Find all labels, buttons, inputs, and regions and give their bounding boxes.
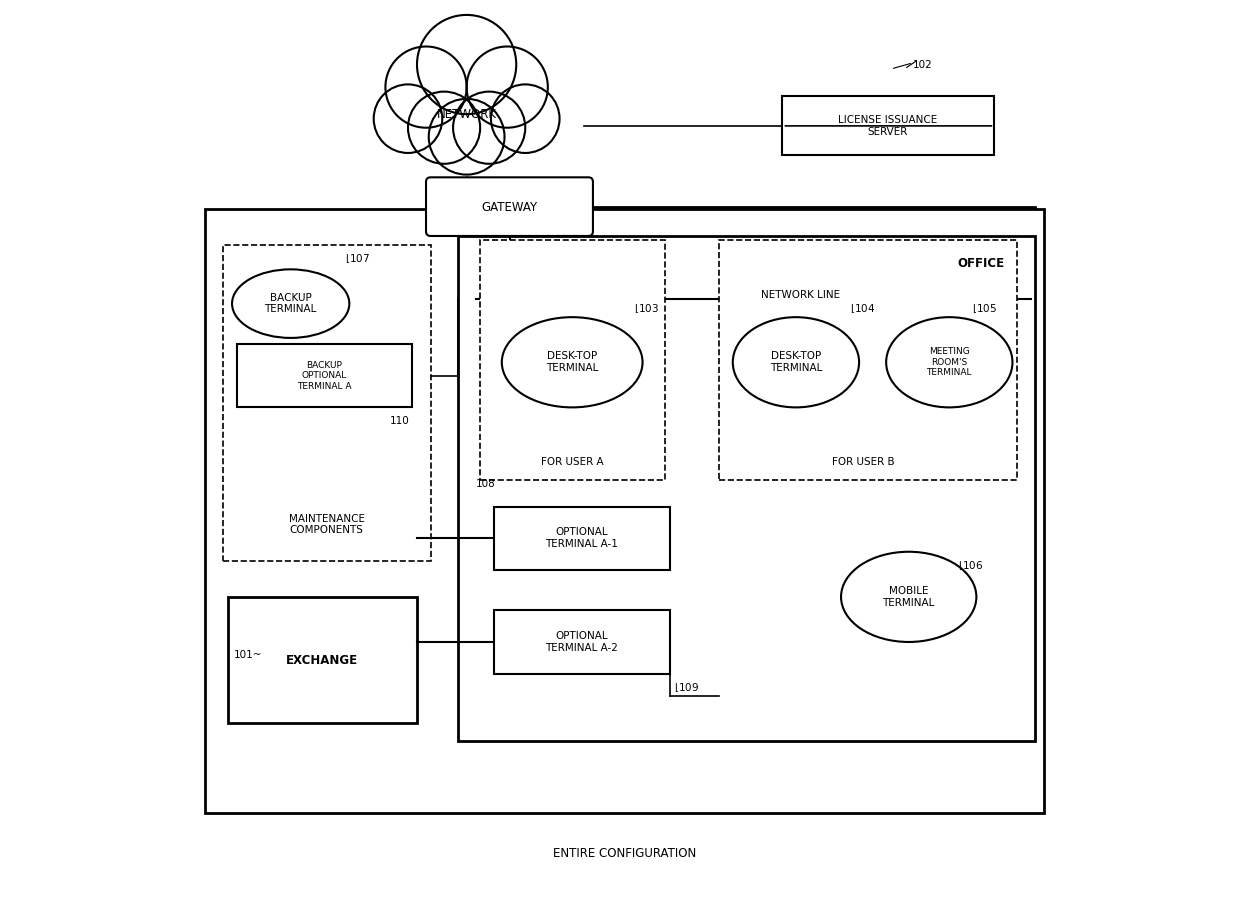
Ellipse shape: [386, 46, 466, 128]
FancyBboxPatch shape: [427, 177, 593, 236]
Ellipse shape: [232, 270, 350, 338]
Ellipse shape: [429, 99, 505, 175]
Text: OFFICE: OFFICE: [957, 256, 1004, 270]
Text: DESK-TOP
TERMINAL: DESK-TOP TERMINAL: [770, 351, 822, 373]
Text: FOR USER A: FOR USER A: [541, 456, 604, 466]
Text: NETWORK: NETWORK: [436, 108, 497, 120]
Bar: [458, 236, 1035, 741]
Ellipse shape: [453, 91, 526, 164]
Text: FOR USER B: FOR USER B: [832, 456, 895, 466]
Ellipse shape: [887, 317, 1013, 407]
Text: GATEWAY: GATEWAY: [482, 201, 538, 214]
Text: LICENSE ISSUANCE
SERVER: LICENSE ISSUANCE SERVER: [838, 115, 937, 137]
Ellipse shape: [733, 317, 859, 407]
Text: $\mathsf{\lfloor}$106: $\mathsf{\lfloor}$106: [959, 558, 983, 572]
Bar: [227, 597, 417, 723]
Ellipse shape: [841, 552, 976, 642]
Ellipse shape: [417, 14, 516, 114]
Text: 102: 102: [913, 60, 932, 70]
Text: $\mathsf{\lfloor}$105: $\mathsf{\lfloor}$105: [972, 301, 997, 315]
Text: MEETING
ROOM'S
TERMINAL: MEETING ROOM'S TERMINAL: [926, 348, 972, 377]
Ellipse shape: [408, 91, 480, 164]
Text: OPTIONAL
TERMINAL A-2: OPTIONAL TERMINAL A-2: [544, 631, 618, 653]
Bar: [237, 344, 413, 407]
Text: MOBILE
TERMINAL: MOBILE TERMINAL: [883, 586, 935, 607]
Bar: [719, 241, 1017, 480]
Bar: [205, 209, 1044, 814]
Text: $\mathsf{\lfloor}$103: $\mathsf{\lfloor}$103: [634, 301, 658, 315]
Text: 110: 110: [389, 416, 409, 426]
Text: BACKUP
OPTIONAL
TERMINAL A: BACKUP OPTIONAL TERMINAL A: [296, 361, 351, 391]
Text: OPTIONAL
TERMINAL A-1: OPTIONAL TERMINAL A-1: [544, 528, 618, 549]
Bar: [494, 507, 670, 570]
Bar: [782, 96, 994, 155]
Text: BACKUP
TERMINAL: BACKUP TERMINAL: [264, 293, 317, 314]
Text: DESK-TOP
TERMINAL: DESK-TOP TERMINAL: [546, 351, 599, 373]
Ellipse shape: [373, 84, 443, 153]
Bar: [223, 245, 430, 561]
Text: MAINTENANCE
COMPONENTS: MAINTENANCE COMPONENTS: [289, 514, 365, 536]
Text: EXCHANGE: EXCHANGE: [286, 653, 358, 666]
Text: 108: 108: [476, 479, 496, 489]
Text: $\mathsf{\lfloor}$109: $\mathsf{\lfloor}$109: [675, 681, 699, 693]
Bar: [480, 241, 665, 480]
Ellipse shape: [502, 317, 642, 407]
Bar: [494, 610, 670, 673]
Text: $\mathsf{\lfloor}$104: $\mathsf{\lfloor}$104: [851, 301, 875, 315]
Text: NETWORK LINE: NETWORK LINE: [761, 290, 839, 300]
Text: ENTIRE CONFIGURATION: ENTIRE CONFIGURATION: [553, 847, 696, 861]
Ellipse shape: [491, 84, 559, 153]
Ellipse shape: [466, 46, 548, 128]
Text: $\mathsf{\lfloor}$107: $\mathsf{\lfloor}$107: [345, 252, 370, 265]
Text: 101~: 101~: [234, 651, 263, 661]
